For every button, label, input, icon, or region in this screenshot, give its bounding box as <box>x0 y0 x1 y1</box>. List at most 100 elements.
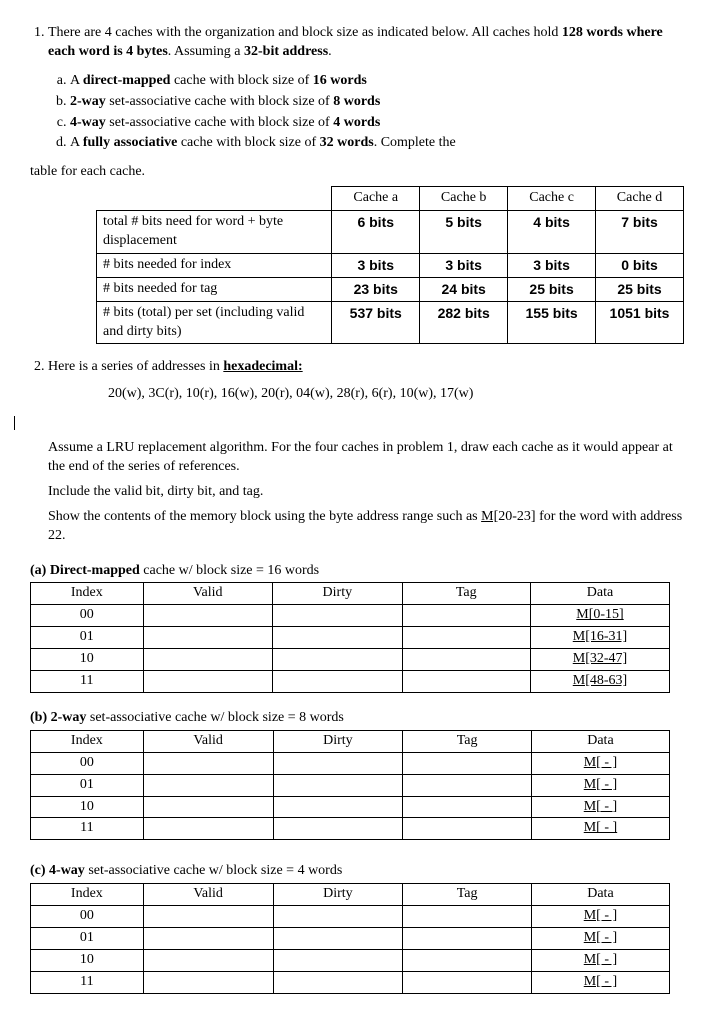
section-c-title: (c) 4-way set-associative cache w/ block… <box>30 862 684 881</box>
text-bold: 4-way <box>70 115 106 130</box>
data-cell: M[ - ] <box>531 818 669 840</box>
q1-item-b: 2-way set-associative cache with block s… <box>70 93 684 112</box>
cell: 155 bits <box>508 301 596 344</box>
col-tag: Tag <box>402 583 530 605</box>
question-list: There are 4 caches with the organization… <box>30 24 684 546</box>
text: A <box>70 135 83 150</box>
col-data: Data <box>531 730 669 752</box>
q2-intro-a: Here is a series of addresses in <box>48 359 223 374</box>
title-bold: (b) 2-way <box>30 710 86 725</box>
idx: 00 <box>31 605 144 627</box>
table-row: # bits (total) per set (including valid … <box>97 301 684 344</box>
row-label: # bits needed for index <box>97 253 332 277</box>
cell: 3 bits <box>332 253 420 277</box>
table-row: 01 M[16-31] <box>31 627 670 649</box>
text-cursor <box>14 416 15 430</box>
col-cache-d: Cache d <box>596 187 684 211</box>
idx: 00 <box>31 752 144 774</box>
worksheet-c: Index Valid Dirty Tag Data 00M[ - ] 01M[… <box>30 883 670 993</box>
cell: 3 bits <box>508 253 596 277</box>
idx: 00 <box>31 906 144 928</box>
col-valid: Valid <box>143 583 273 605</box>
cell: 23 bits <box>332 277 420 301</box>
col-index: Index <box>31 730 144 752</box>
data-cell: M[ - ] <box>531 971 669 993</box>
idx: 11 <box>31 971 144 993</box>
table-row: 11M[48-63] <box>31 671 670 693</box>
question-2: Here is a series of addresses in hexadec… <box>48 358 684 545</box>
cell: 1051 bits <box>596 301 684 344</box>
col-cache-b: Cache b <box>420 187 508 211</box>
table-row: 01 M[ - ] <box>31 774 670 796</box>
table-row: 00 M[0-15] <box>31 605 670 627</box>
cell: 3 bits <box>420 253 508 277</box>
table-row: 01M[ - ] <box>31 927 670 949</box>
q2-para3: Show the contents of the memory block us… <box>48 508 684 546</box>
row-label: # bits (total) per set (including valid … <box>97 301 332 344</box>
data-cell: M[32-47] <box>530 649 669 671</box>
text: Show the contents of the memory block us… <box>48 509 481 524</box>
q1-item-d: A fully associative cache with block siz… <box>70 134 684 153</box>
cell: 25 bits <box>596 277 684 301</box>
col-tag: Tag <box>403 884 532 906</box>
idx: 10 <box>31 649 144 671</box>
data-cell: M[ - ] <box>531 774 669 796</box>
text-bold: 16 words <box>313 73 367 88</box>
col-index: Index <box>31 583 144 605</box>
text-bold: 4 words <box>333 115 380 130</box>
idx: 01 <box>31 627 144 649</box>
data-cell: M[ - ] <box>531 752 669 774</box>
col-dirty: Dirty <box>273 884 403 906</box>
text: cache with block size of <box>177 135 319 150</box>
col-dirty: Dirty <box>273 583 403 605</box>
q1-item-c: 4-way set-associative cache with block s… <box>70 114 684 133</box>
title-norm: set-associative cache w/ block size = 4 … <box>85 863 342 878</box>
data-cell: M[ - ] <box>531 906 669 928</box>
row-label: total # bits need for word + byte displa… <box>97 211 332 254</box>
idx: 11 <box>31 818 144 840</box>
q1-intro-d: 32-bit address <box>244 44 328 59</box>
text-bold: direct-mapped <box>83 73 171 88</box>
text: set-associative cache with block size of <box>106 115 333 130</box>
cell: 6 bits <box>332 211 420 254</box>
worksheet-a: Index Valid Dirty Tag Data 00M[0-15] 01M… <box>30 582 670 692</box>
idx: 11 <box>31 671 144 693</box>
q1-item-a: A direct-mapped cache with block size of… <box>70 72 684 91</box>
col-valid: Valid <box>143 884 273 906</box>
q1-intro-a: There are 4 caches with the organization… <box>48 25 562 40</box>
table-row: 10 M[32-47] <box>31 649 670 671</box>
question-1: There are 4 caches with the organization… <box>48 24 684 344</box>
q1-intro-c: . Assuming a <box>168 44 244 59</box>
idx: 10 <box>31 796 144 818</box>
text-bold: 2-way <box>70 94 106 109</box>
address-series: 20(w), 3C(r), 10(r), 16(w), 20(r), 04(w)… <box>108 385 684 404</box>
cache-summary-table: Cache a Cache b Cache c Cache d total # … <box>96 186 684 344</box>
q2-intro-b: hexadecimal: <box>223 359 302 374</box>
worksheet-b: Index Valid Dirty Tag Data 00M[ - ] 01M[… <box>30 730 670 840</box>
title-norm: set-associative cache w/ block size = 8 … <box>86 710 343 725</box>
col-valid: Valid <box>143 730 273 752</box>
table-row: 00 M[ - ] <box>31 752 670 774</box>
text-bold: 32 words <box>320 135 374 150</box>
data-cell: M[ - ] <box>531 949 669 971</box>
data-cell: M[16-31] <box>530 627 669 649</box>
cell: 5 bits <box>420 211 508 254</box>
text: A <box>70 73 83 88</box>
row-label: # bits needed for tag <box>97 277 332 301</box>
table-row: 00 M[ - ] <box>31 906 670 928</box>
idx: 01 <box>31 774 144 796</box>
cell: 7 bits <box>596 211 684 254</box>
q1-intro-e: . <box>328 44 332 59</box>
text-u: M[ <box>481 509 498 524</box>
q2-para2: Include the valid bit, dirty bit, and ta… <box>48 483 684 502</box>
title-norm: cache w/ block size = 16 words <box>140 563 319 578</box>
col-dirty: Dirty <box>273 730 403 752</box>
data-cell: M[0-15] <box>530 605 669 627</box>
section-a-title: (a) Direct-mapped cache w/ block size = … <box>30 562 684 581</box>
data-cell: M[ - ] <box>531 796 669 818</box>
table-row: 11 M[ - ] <box>31 818 670 840</box>
text: cache with block size of <box>170 73 312 88</box>
text-bold: 8 words <box>333 94 380 109</box>
table-row: 10M[ - ] <box>31 949 670 971</box>
text: . Complete the <box>374 135 456 150</box>
